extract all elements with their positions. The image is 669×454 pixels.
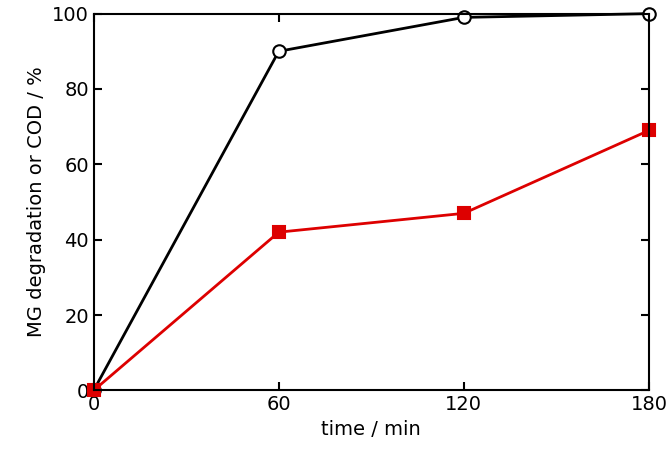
Line: MG degradation: MG degradation [88,7,655,397]
MG degradation [645,11,653,16]
COD removal [90,388,98,393]
MG degradation [275,49,283,54]
X-axis label: time / min: time / min [321,420,421,439]
COD removal [645,128,653,133]
Y-axis label: MG degradation or COD / %: MG degradation or COD / % [27,67,46,337]
MG degradation [90,388,98,393]
COD removal [275,229,283,235]
COD removal [460,211,468,216]
Line: COD removal: COD removal [88,124,655,397]
MG degradation [460,15,468,20]
